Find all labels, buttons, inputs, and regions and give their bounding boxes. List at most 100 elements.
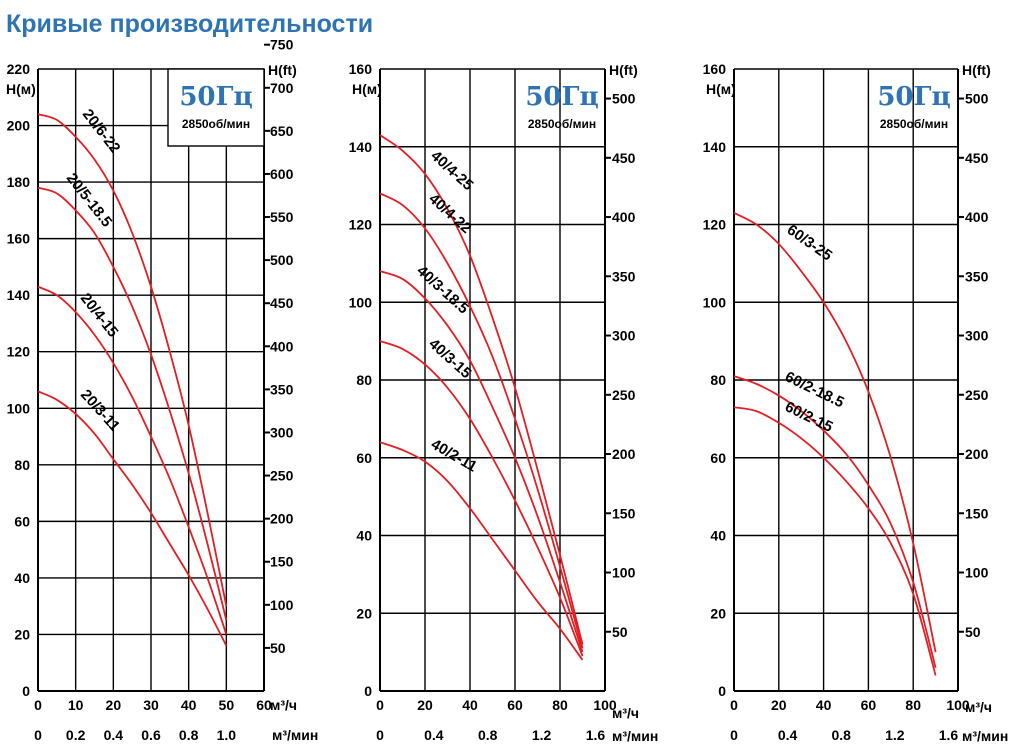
chart-1-x2-tick: 1.0 [217, 727, 237, 743]
chart-1-grid: 0 10 20 30 40 50 600 0.2 0.4 0.6 0.8 1.002040608010… [7, 37, 294, 743]
chart-2-y2-tick: 450 [612, 150, 636, 166]
chart-1-y-tick: 120 [7, 344, 31, 360]
chart-3-y2-tick: 350 [965, 268, 989, 284]
chart-1-x-tick: 60 [256, 697, 272, 713]
chart-1-frequency: 50Гц [179, 82, 252, 112]
chart-1-y-tick: 40 [14, 570, 30, 586]
chart-2-x-tick: 20 [417, 697, 433, 713]
chart-3-x2-tick: 1.2 [885, 727, 905, 743]
chart-3-y-tick: 60 [710, 450, 726, 466]
chart-3-ylabel-left: Н(м) [706, 81, 736, 97]
page-title: Кривые производительности [6, 10, 374, 38]
chart-2-x-tick: 0 [376, 697, 384, 713]
chart-2-y-tick: 160 [349, 61, 373, 77]
chart-3-y-tick: 40 [710, 528, 726, 544]
chart-1-x2-tick: 0.4 [104, 727, 124, 743]
chart-1-x-tick: 40 [181, 697, 197, 713]
chart-3-x2-tick: 0.8 [831, 727, 851, 743]
chart-3-y2-tick: 50 [965, 624, 981, 640]
chart-2-y2-tick: 300 [612, 328, 636, 344]
chart-3-y-tick: 140 [703, 139, 727, 155]
chart-3-series-60/2-18.5 [733, 375, 937, 668]
chart-2-series-40/4-22 [379, 192, 584, 649]
chart-1-series-20/3-11 [37, 390, 228, 647]
chart-3-xlabel-bottom: м³/мин [962, 728, 1008, 744]
chart-2-y2-tick: 400 [612, 209, 636, 225]
chart-2-y-tick: 20 [356, 605, 372, 621]
chart-2-series-label: 40/3-18.5 [413, 262, 471, 317]
chart-1-y2-tick: 50 [270, 640, 286, 656]
chart-2-series-label: 40/4-22 [425, 190, 474, 237]
chart-1-y2-tick: 750 [270, 37, 294, 53]
chart-2-y-tick: 140 [349, 139, 373, 155]
chart-1-series-20/5-18.5 [37, 186, 228, 621]
chart-2-x-tick: 80 [552, 697, 568, 713]
chart-3-x-tick: 80 [905, 697, 921, 713]
chart-2-series-label: 40/3-15 [425, 335, 474, 382]
chart-1-ylabel-right: H(ft) [268, 62, 297, 78]
chart-1-x-tick: 30 [143, 697, 159, 713]
chart-3-y-tick: 100 [703, 294, 727, 310]
chart-1-y-tick: 220 [7, 61, 31, 77]
chart-1-y2-tick: 600 [270, 166, 294, 182]
chart-1-y-tick: 0 [22, 683, 30, 699]
chart-panel-1: 0 10 20 30 40 50 600 0.2 0.4 0.6 0.8 1.002040608010… [6, 37, 318, 743]
chart-1-y2-tick: 400 [270, 338, 294, 354]
chart-3-x2-tick: 0 [730, 727, 738, 743]
chart-1-y2-tick: 250 [270, 468, 294, 484]
chart-3-y2-tick: 500 [965, 91, 989, 107]
chart-1-series-label: 20/3-11 [77, 386, 123, 435]
chart-1-speed: 2850об/мин [182, 117, 250, 131]
chart-3-y2-tick: 400 [965, 209, 989, 225]
chart-3-y-tick: 0 [718, 683, 726, 699]
chart-1-x-tick: 50 [219, 697, 235, 713]
chart-2-y-tick: 0 [364, 683, 372, 699]
chart-1-y-tick: 20 [14, 626, 30, 642]
chart-panel-3: 0 20 40 60 80 100 0 0.4 0.8 1.2 1.6 0 20 40 60 80 100 120… [703, 61, 1009, 744]
chart-2-y-tick: 80 [356, 372, 372, 388]
chart-2-ylabel-right: H(ft) [609, 62, 638, 78]
chart-2-y2-tick: 50 [612, 624, 628, 640]
chart-3-y-tick: 160 [703, 61, 727, 77]
chart-1-y2-tick: 500 [270, 252, 294, 268]
chart-1-y2-tick: 200 [270, 511, 294, 527]
chart-3-grid: 0 20 40 60 80 100 0 0.4 0.8 1.2 1.6 0 20 40 60 80 100 120… [703, 61, 989, 743]
chart-3-y2-tick: 450 [965, 150, 989, 166]
chart-1-y2-tick: 450 [270, 295, 294, 311]
chart-2-ylabel-left: Н(м) [352, 81, 382, 97]
chart-2-y2-tick: 100 [612, 565, 636, 581]
chart-1-y-tick: 80 [14, 457, 30, 473]
chart-1-y-tick: 180 [7, 174, 31, 190]
chart-3-y2-tick: 200 [965, 446, 989, 462]
chart-2-y-tick: 100 [349, 294, 373, 310]
chart-3-ylabel-right: H(ft) [962, 62, 991, 78]
chart-3-speed: 2850об/мин [880, 117, 948, 131]
chart-3-y-tick: 20 [710, 605, 726, 621]
chart-2-series-40/3-18.5 [379, 270, 584, 653]
chart-3-x-tick: 20 [771, 697, 787, 713]
chart-2-speed: 2850об/мин [528, 117, 596, 131]
chart-1-y2-tick: 550 [270, 209, 294, 225]
chart-1-xlabel-top: м³/ч [270, 697, 297, 713]
chart-2-x-tick: 40 [462, 697, 478, 713]
chart-3-x-tick: 0 [730, 697, 738, 713]
chart-3-y2-tick: 100 [965, 565, 989, 581]
chart-1-series-20/4-15 [37, 285, 228, 635]
chart-1-x-tick: 10 [68, 697, 84, 713]
chart-2-y2-tick: 150 [612, 505, 636, 521]
chart-1-ylabel-left: Н(м) [6, 81, 36, 97]
chart-3-x2-tick: 0.4 [778, 727, 798, 743]
chart-3-frequency: 50Гц [877, 82, 950, 112]
chart-1-y2-tick: 150 [270, 554, 294, 570]
chart-3-y2-tick: 300 [965, 328, 989, 344]
chart-3-x-tick: 60 [861, 697, 877, 713]
chart-3-x-tick: 40 [816, 697, 832, 713]
chart-2-xlabel-bottom: м³/мин [612, 728, 658, 744]
chart-2-xlabel-top: м³/ч [612, 705, 639, 721]
chart-3-series-60/3-25 [733, 212, 937, 653]
chart-1-series-label: 20/4-15 [77, 290, 122, 341]
chart-2-y2-tick: 500 [612, 91, 636, 107]
